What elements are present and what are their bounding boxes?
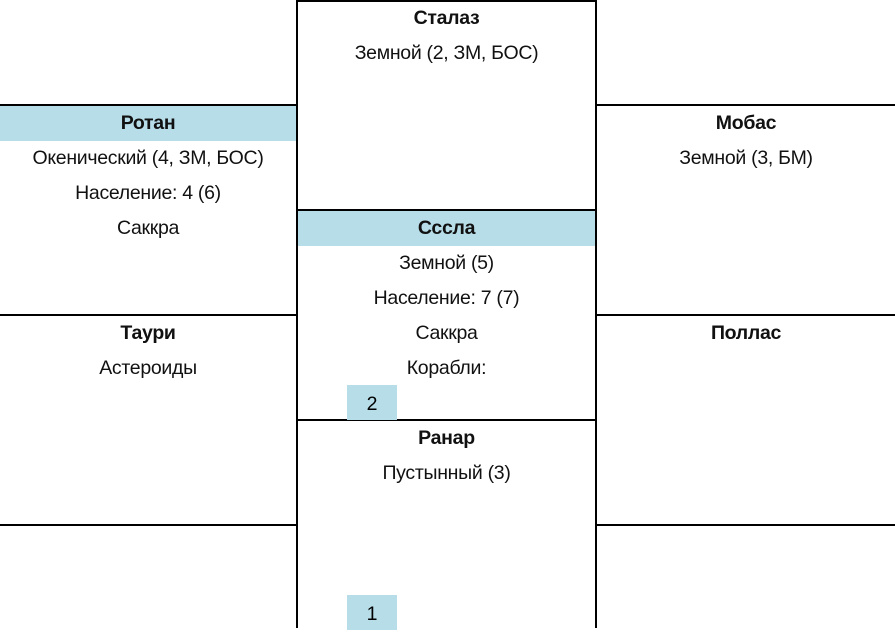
- planet-type: Земной (5): [399, 252, 494, 274]
- system-name: Таури: [120, 322, 176, 344]
- owner: Саккра: [415, 322, 478, 344]
- system-name: Сталаз: [413, 7, 480, 29]
- system-rotan[interactable]: Ротан Окенический (4, ЗМ, БОС) Население…: [0, 106, 296, 246]
- grid-line: [297, 419, 597, 421]
- ship-count-badge[interactable]: 1: [347, 595, 397, 630]
- grid-line: [597, 104, 895, 106]
- grid-line: [297, 0, 597, 2]
- grid-line: [297, 209, 597, 211]
- grid-line: [597, 314, 895, 316]
- system-name: Сссла: [298, 211, 595, 246]
- system-ranar[interactable]: Ранар Пустынный (3): [298, 421, 595, 491]
- system-pollas[interactable]: Поллас: [597, 316, 895, 351]
- grid-line: [595, 0, 597, 628]
- system-tauri[interactable]: Таури Астероиды: [0, 316, 296, 386]
- grid-line: [0, 104, 297, 106]
- planet-type: Земной (3, БМ): [679, 147, 813, 169]
- grid-line: [0, 524, 297, 526]
- planet-type: Земной (2, ЗМ, БОС): [354, 42, 539, 64]
- grid-line: [0, 314, 297, 316]
- ships-label: Корабли:: [406, 357, 487, 379]
- system-mobas[interactable]: Мобас Земной (3, БМ): [597, 106, 895, 176]
- population: Население: 4 (6): [75, 182, 221, 204]
- planet-type: Окенический (4, ЗМ, БОС): [32, 147, 264, 169]
- system-name: Мобас: [715, 112, 777, 134]
- system-stalaz[interactable]: Сталаз Земной (2, ЗМ, БОС): [298, 1, 595, 71]
- grid-line: [296, 0, 298, 628]
- system-name: Поллас: [710, 322, 782, 344]
- system-name: Ранар: [418, 427, 475, 449]
- system-name: Ротан: [0, 106, 296, 141]
- ship-count-badge[interactable]: 2: [347, 385, 397, 420]
- system-sssla[interactable]: Сссла Земной (5) Население: 7 (7) Саккра…: [298, 211, 595, 386]
- owner: Саккра: [116, 217, 180, 239]
- population: Население: 7 (7): [373, 287, 520, 309]
- grid-line: [597, 524, 895, 526]
- planet-type: Пустынный (3): [382, 462, 511, 484]
- planet-type: Астероиды: [99, 357, 197, 379]
